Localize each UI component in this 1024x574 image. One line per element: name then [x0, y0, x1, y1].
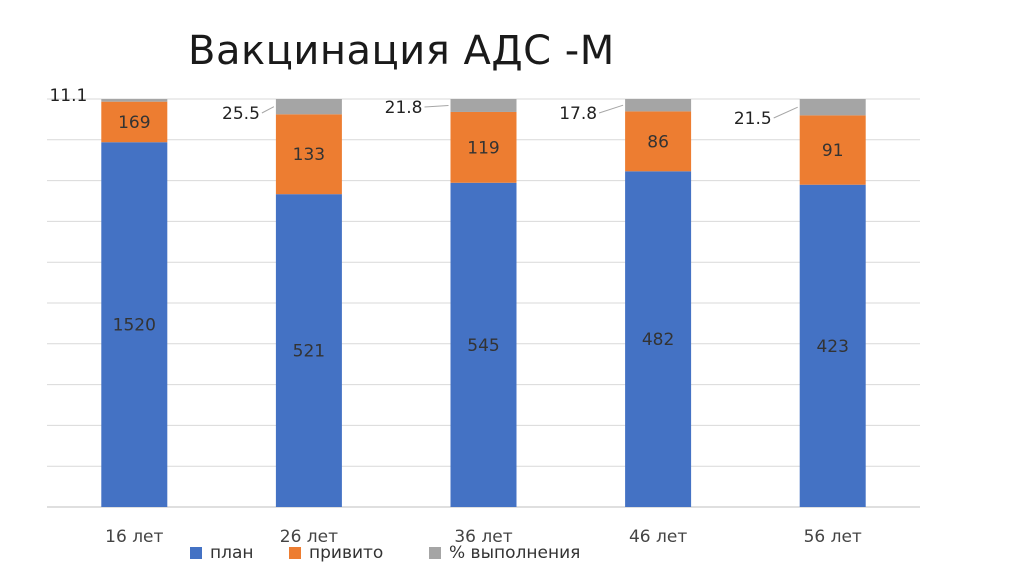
data-label: 482	[642, 330, 674, 350]
bar-segment-vaccinated	[101, 101, 168, 143]
bar-segment-percent	[101, 99, 168, 102]
bar-segment-vaccinated	[450, 111, 517, 183]
data-label-percent: 25.5	[222, 104, 260, 124]
data-label: 169	[118, 113, 150, 133]
data-label: 423	[816, 337, 848, 357]
leader-line	[773, 106, 798, 119]
data-label: 91	[822, 141, 844, 161]
bar-segment-plan	[101, 142, 168, 508]
data-label: 119	[467, 138, 499, 158]
legend-swatch	[289, 547, 301, 559]
data-label: 521	[293, 342, 325, 362]
x-tick-label: 26 лет	[280, 527, 338, 547]
data-label-percent: 11.1	[49, 86, 87, 106]
data-label-percent: 17.8	[559, 104, 597, 124]
x-tick-label: 46 лет	[629, 527, 687, 547]
bar-segment-vaccinated	[625, 111, 692, 172]
chart-title: Вакцинация АДС -М	[188, 28, 615, 74]
data-label: 1520	[113, 316, 156, 336]
bar-segment-vaccinated	[275, 114, 342, 195]
bar-segment-plan	[275, 194, 342, 507]
bar-segment-plan	[450, 182, 517, 507]
bar-segment-percent	[799, 99, 866, 116]
leader-line	[424, 104, 449, 108]
data-label-percent: 21.8	[385, 98, 423, 118]
bar-segment-plan	[799, 184, 866, 507]
leader-line	[598, 104, 624, 114]
legend-label: % выполнения	[449, 543, 580, 563]
leader-line	[261, 106, 275, 114]
bar-segment-plan	[625, 171, 692, 507]
x-tick-label: 16 лет	[105, 527, 163, 547]
data-label: 86	[647, 132, 669, 152]
data-label: 545	[467, 336, 499, 356]
legend-swatch	[429, 547, 441, 559]
bar-segment-vaccinated	[799, 115, 866, 185]
legend-label: план	[210, 543, 254, 563]
bar-segment-percent	[450, 99, 517, 112]
legend-label: привито	[309, 543, 383, 563]
legend-swatch	[190, 547, 202, 559]
x-tick-label: 56 лет	[804, 527, 862, 547]
data-label-percent: 21.5	[734, 109, 772, 129]
bar-segment-percent	[275, 99, 342, 115]
bar-segment-percent	[625, 99, 692, 112]
data-label: 133	[293, 145, 325, 165]
x-tick-label: 36 лет	[454, 527, 512, 547]
